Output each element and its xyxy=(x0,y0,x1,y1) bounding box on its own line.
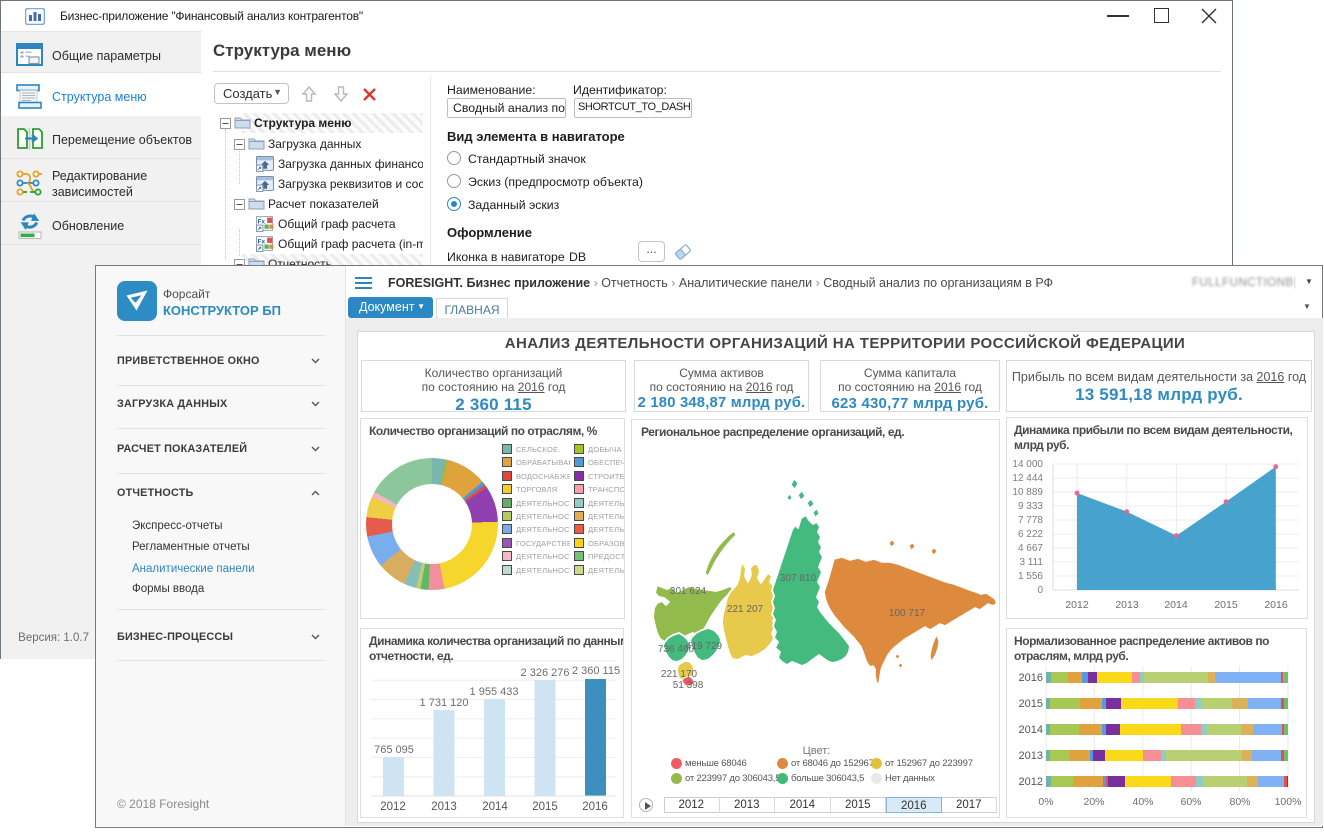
svg-text:307 810: 307 810 xyxy=(780,573,817,584)
svg-text:301 624: 301 624 xyxy=(670,586,707,597)
svg-text:419 729: 419 729 xyxy=(686,641,723,652)
svg-text:221 170: 221 170 xyxy=(661,669,698,680)
svg-text:51 398: 51 398 xyxy=(673,680,704,691)
svg-text:221 207: 221 207 xyxy=(727,604,764,615)
svg-text:736 460: 736 460 xyxy=(658,644,695,655)
svg-text:100 717: 100 717 xyxy=(889,608,926,619)
